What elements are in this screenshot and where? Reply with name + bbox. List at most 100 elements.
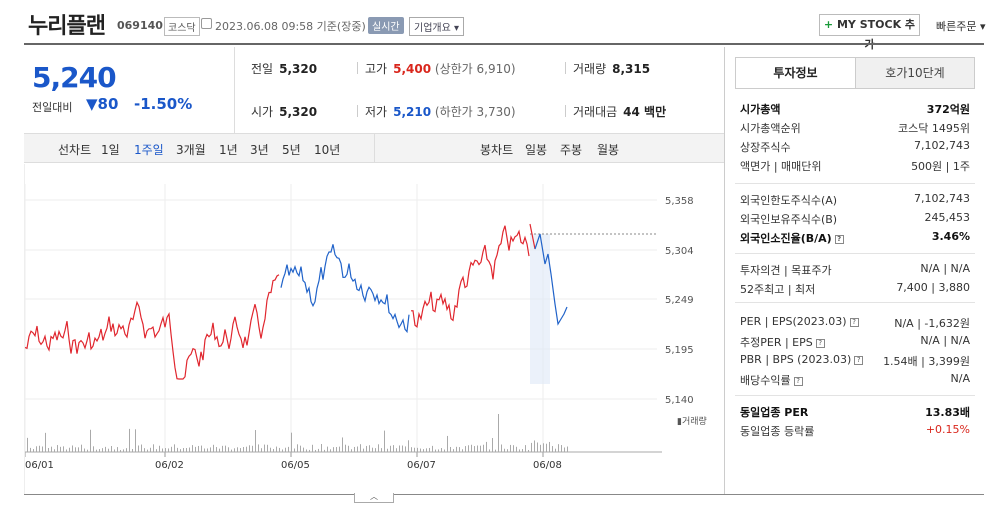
volume-bar [132, 448, 133, 452]
volume-bar [210, 447, 211, 452]
x-tick-label: 06/08 [533, 460, 562, 471]
volume-bar [549, 441, 550, 452]
volume-bar [96, 449, 97, 452]
period-1d[interactable]: 1일 [101, 143, 120, 157]
current-range-highlight [530, 234, 550, 384]
period-3m[interactable]: 3개월 [176, 143, 206, 157]
diff-label: 전일대비 [32, 101, 73, 114]
volume-bar [534, 440, 535, 452]
volume-bar [150, 447, 151, 452]
volume-bar [252, 445, 253, 452]
volume-bar [258, 444, 259, 452]
volume-bar [216, 447, 217, 452]
volume-bar [450, 446, 451, 452]
volume-bar [156, 449, 157, 452]
volume-bar [27, 437, 28, 452]
volume-bar [366, 445, 367, 452]
info-row: 52주최고 | 최저 7,400 | 3,880 [740, 281, 970, 296]
volume-bar [270, 447, 271, 452]
period-1w[interactable]: 1주일 [134, 143, 164, 157]
volume-bar [180, 449, 181, 452]
volume-bar [510, 444, 511, 452]
volume-bar [402, 445, 403, 452]
volume-bar [249, 445, 250, 452]
volume-bar [171, 446, 172, 452]
y-tick-label: 5,195 [665, 345, 694, 356]
high-price: 고가 5,400 (상한가 6,910) [365, 62, 516, 76]
volume-bar [108, 448, 109, 452]
x-tick-label: 06/01 [25, 460, 54, 471]
price-series-line [280, 244, 410, 334]
candle-daily[interactable]: 일봉 [525, 143, 548, 157]
volume-bar [120, 449, 121, 452]
period-5y[interactable]: 5년 [282, 143, 301, 157]
period-10y[interactable]: 10년 [314, 143, 341, 157]
volume-bar [225, 445, 226, 452]
stock-code: 069140 [117, 19, 163, 32]
volume-bar [348, 445, 349, 452]
volume-bar [303, 447, 304, 452]
volume-bar [519, 449, 520, 452]
candle-weekly[interactable]: 주봉 [560, 143, 583, 157]
volume-bar [129, 428, 130, 452]
info-row: PER | EPS(2023.03)? N/A | -1,632원 [740, 315, 970, 330]
volume-bar [231, 449, 232, 452]
volume-bar [471, 444, 472, 452]
volume-bar [318, 448, 319, 452]
realtime-badge[interactable]: 실시간 [368, 17, 404, 34]
volume-bar [567, 446, 568, 452]
volume-bar [273, 448, 274, 452]
help-icon[interactable]: ? [834, 234, 844, 244]
volume-bar [99, 449, 100, 452]
volume-bar [294, 448, 295, 452]
current-price: 5,240 [32, 61, 117, 94]
market-badge: 코스닥 [164, 17, 200, 36]
volume-bar [330, 449, 331, 452]
volume-bar [531, 442, 532, 452]
volume-bar [393, 445, 394, 452]
volume-bar [447, 435, 448, 452]
help-icon[interactable]: ? [849, 317, 859, 327]
price-diff-pct: -1.50% [134, 95, 193, 113]
chevron-up-icon: ︿ [370, 492, 378, 501]
candle-monthly[interactable]: 월봉 [597, 143, 620, 157]
mystock-add-button[interactable]: + MY STOCK 추가 [819, 14, 920, 51]
volume-bar [414, 447, 415, 452]
volume-bar [240, 448, 241, 452]
volume-bar [522, 449, 523, 452]
tab-orderbook[interactable]: 호가10단계 [855, 58, 974, 88]
volume-bar [324, 449, 325, 452]
line-chart-label: 선차트 [58, 143, 92, 157]
period-1y[interactable]: 1년 [219, 143, 238, 157]
volume-bar [159, 445, 160, 452]
price-series-line [24, 274, 280, 380]
volume-bar [57, 445, 58, 452]
help-icon[interactable]: ? [815, 338, 825, 348]
period-3y[interactable]: 3년 [250, 143, 269, 157]
volume-bar [276, 446, 277, 452]
volume-bar [390, 445, 391, 452]
volume-bar [207, 448, 208, 452]
help-icon[interactable]: ? [793, 376, 803, 386]
clock-icon [201, 18, 212, 29]
info-row: 추정PER | EPS? N/A | N/A [740, 334, 970, 349]
price-chart[interactable]: 5,358 5,304 5,249 5,195 5,140 ▮거래량 06/01 06/02 0… [24, 164, 724, 494]
volume-bar [504, 448, 505, 452]
y-tick-label: 5,304 [665, 246, 694, 257]
volume-bar [360, 444, 361, 452]
help-icon[interactable]: ? [854, 355, 864, 365]
down-arrow-icon: ▼ [86, 95, 98, 113]
volume-bar [48, 447, 49, 452]
collapse-button[interactable]: ︿ [354, 493, 394, 503]
volume-bar [183, 448, 184, 452]
y-tick-label: 5,140 [665, 395, 694, 406]
volume-bar [495, 449, 496, 452]
x-tick-label: 06/05 [281, 460, 310, 471]
quick-order-button[interactable]: 빠른주문 ▾ [936, 20, 986, 33]
company-info-button[interactable]: 기업개요 ▾ [409, 17, 465, 36]
tab-investment-info[interactable]: 투자정보 [736, 58, 855, 88]
volume-bar [267, 444, 268, 452]
volume-bar [555, 448, 556, 452]
volume-bar [429, 447, 430, 452]
volume-bar [54, 449, 55, 452]
